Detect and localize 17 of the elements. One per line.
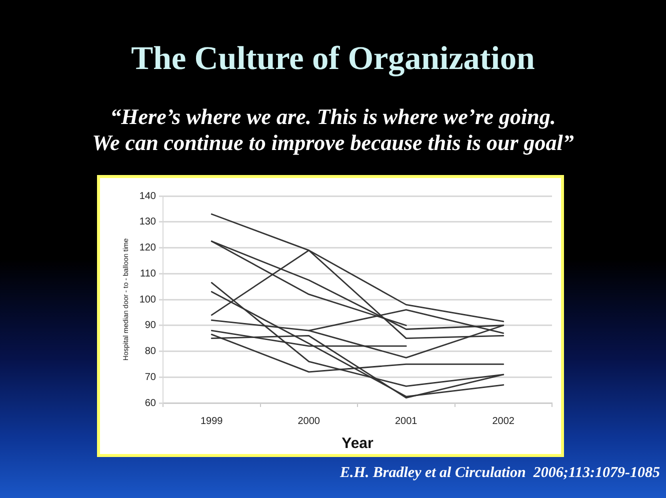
y-tick-label: 120 [139,242,156,254]
y-tick-label: 100 [139,294,156,306]
y-tick-label: 80 [144,346,156,357]
x-tick-label: 2002 [492,416,515,427]
text: E.H. Bradley et al Circulation 2006;113:1079-1085 [340,464,660,482]
x-axis-title: Year [342,435,374,452]
y-tick-label: 110 [140,268,156,280]
y-tick-label: 60 [144,398,156,409]
chart-subtitle: “Here’s where we are. This is where we’re going. We can continue to improve because this is our goal” [91,104,575,156]
chart-title: The Culture of Organization [130,40,536,78]
x-tick-label: 2001 [395,416,418,427]
y-tick-label: 90 [144,320,156,332]
y-tick-label: 130 [139,216,156,228]
x-tick-label: 1999 [200,416,224,427]
x-tick-label: 2000 [298,416,320,427]
y-tick-label: 70 [144,372,156,383]
y-tick-label: 140 [139,190,156,202]
